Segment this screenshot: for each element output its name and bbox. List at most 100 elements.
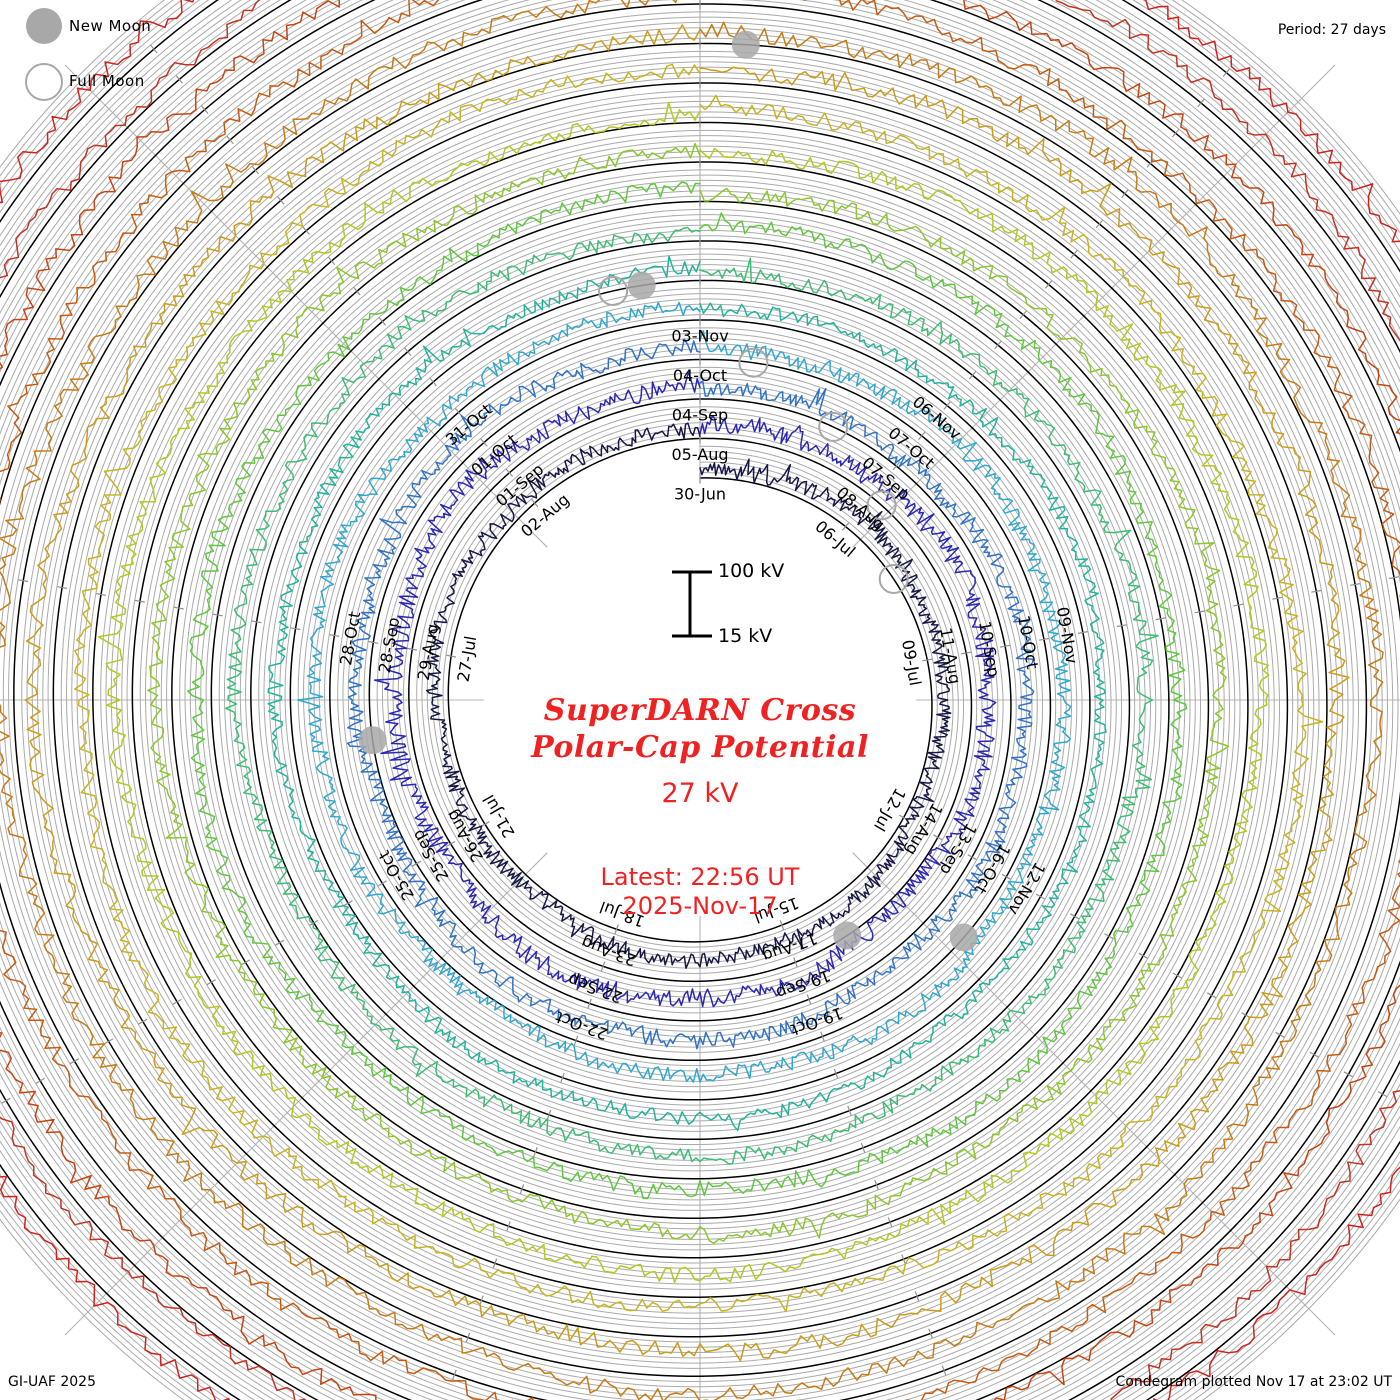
ring-tick bbox=[847, 1105, 852, 1116]
amplitude-gridline bbox=[442, 432, 938, 948]
full-moon-marker bbox=[866, 490, 897, 521]
new-moon-legend-label: New Moon bbox=[69, 17, 152, 35]
ring-tick bbox=[452, 1369, 457, 1380]
ring-tick bbox=[18, 579, 29, 583]
ring-tick bbox=[1343, 1071, 1353, 1078]
ring-tick bbox=[1377, 1091, 1388, 1098]
ring-tick bbox=[446, 840, 456, 847]
full-moon-marker bbox=[818, 411, 849, 442]
data-trace bbox=[97, 101, 1270, 1284]
ring-tick bbox=[404, 347, 412, 356]
ring-tick bbox=[1172, 972, 1182, 979]
amplitude-gridline bbox=[26, 16, 1354, 1364]
ring-tick bbox=[1206, 992, 1217, 999]
amplitude-gridline bbox=[155, 145, 1225, 1235]
amplitude-gridline bbox=[195, 185, 1186, 1196]
ring-tick bbox=[1019, 310, 1027, 319]
ring-tick bbox=[1121, 189, 1129, 198]
ring-tick bbox=[1171, 129, 1180, 138]
footer-credit: GI-UAF 2025 bbox=[8, 1374, 96, 1390]
ring-tick bbox=[1222, 68, 1231, 77]
amplitude-gridline bbox=[239, 229, 1141, 1151]
period-label: Period: 27 days bbox=[1277, 22, 1386, 38]
ring-tick bbox=[200, 105, 209, 114]
amplitude-gridline bbox=[121, 111, 1259, 1269]
ring-tick bbox=[1388, 576, 1400, 580]
ring-tick bbox=[1272, 596, 1283, 600]
radial-gridline bbox=[64, 64, 548, 548]
ring-tick bbox=[820, 1031, 825, 1042]
date-label: 05-Aug bbox=[671, 445, 728, 464]
ring-tick bbox=[1309, 1051, 1319, 1058]
ring-tick bbox=[860, 1142, 866, 1153]
ring-tick bbox=[887, 1217, 893, 1227]
ring-tick bbox=[226, 135, 234, 145]
amplitude-gridline bbox=[258, 248, 1123, 1132]
data-trace bbox=[73, 63, 1324, 1313]
ring-tick bbox=[892, 461, 900, 471]
ring-tick bbox=[922, 658, 933, 662]
date-label: 09-Jul bbox=[898, 638, 925, 687]
amplitude-gridline bbox=[200, 190, 1180, 1190]
amplitude-gridline bbox=[100, 90, 1281, 1290]
ring-tick bbox=[1233, 603, 1244, 607]
ring-tick bbox=[1070, 250, 1078, 259]
ring-tick bbox=[57, 586, 68, 589]
ring-tick bbox=[560, 1072, 565, 1083]
amplitude-gridline bbox=[66, 56, 1315, 1325]
ring-tick bbox=[531, 498, 539, 508]
new-moon-marker bbox=[949, 923, 978, 952]
ring-tick bbox=[302, 226, 310, 235]
date-label-text: 15-Jul bbox=[751, 893, 801, 927]
amplitude-gridline bbox=[284, 274, 1096, 1106]
data-trace bbox=[267, 255, 1107, 1132]
ring-tick bbox=[779, 920, 785, 931]
ring-tick bbox=[138, 1018, 148, 1025]
amplitude-gridline bbox=[337, 327, 1044, 1053]
date-label: 18-Jul bbox=[597, 897, 647, 931]
ring-tick bbox=[1001, 873, 1011, 880]
amplitude-gridline bbox=[76, 66, 1304, 1314]
amplitude-gridline bbox=[2, 0, 1378, 1388]
amplitude-gridline bbox=[229, 219, 1151, 1161]
ring-tick bbox=[1077, 631, 1088, 634]
ring-tick bbox=[35, 1077, 45, 1084]
amplitude-gridline bbox=[392, 382, 988, 998]
ring-tick bbox=[943, 401, 951, 410]
data-trace bbox=[186, 181, 1188, 1200]
ring-tick bbox=[206, 979, 216, 986]
date-label-text: 04-Oct bbox=[673, 366, 727, 385]
ring-baseline bbox=[447, 437, 933, 943]
ring-baseline bbox=[131, 121, 1249, 1259]
ring-tick bbox=[806, 994, 812, 1005]
date-label-text: 06-Jul bbox=[811, 517, 859, 561]
ring-tick bbox=[378, 317, 387, 326]
date-label: 06-Jul bbox=[811, 517, 859, 561]
amplitude-gridline bbox=[126, 116, 1254, 1264]
amplitude-gridline bbox=[245, 235, 1136, 1146]
ring-tick bbox=[134, 599, 145, 603]
date-label-text: 19-Oct bbox=[788, 1003, 845, 1039]
ring-tick bbox=[290, 627, 301, 631]
amplitude-gridline bbox=[37, 27, 1344, 1354]
amplitude-gridline bbox=[205, 195, 1175, 1185]
ring-tick bbox=[1197, 98, 1205, 108]
data-trace bbox=[346, 338, 1035, 1050]
new-moon-marker bbox=[358, 726, 387, 755]
ring-tick bbox=[968, 371, 977, 380]
ring-tick bbox=[874, 1179, 879, 1190]
ring-tick bbox=[841, 522, 850, 531]
new-moon-marker bbox=[627, 271, 656, 300]
date-label-text: 19-Sep bbox=[774, 966, 833, 1003]
